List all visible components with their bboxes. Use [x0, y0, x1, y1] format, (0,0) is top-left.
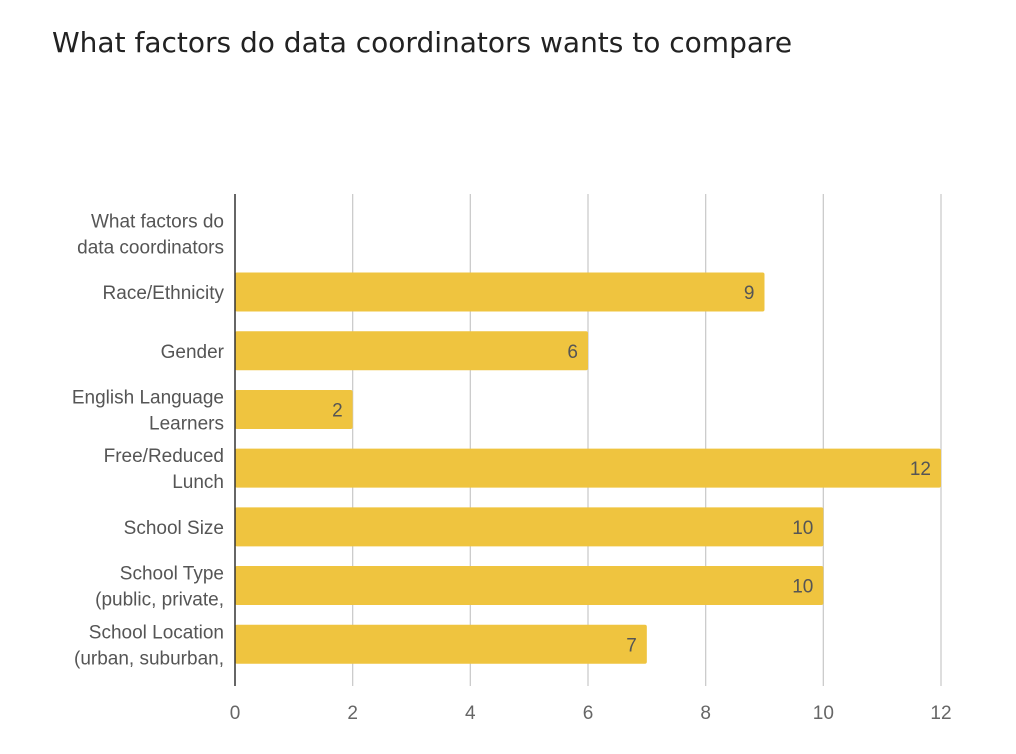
category-label: Gender: [161, 342, 225, 363]
category-label: Race/Ethnicity: [103, 283, 225, 304]
category-label: What factors do: [91, 211, 224, 232]
bars: [235, 272, 941, 664]
category-label: School Location: [89, 622, 224, 643]
category-label: (public, private,: [95, 590, 224, 611]
x-tick-label: 0: [230, 703, 241, 724]
bar: [235, 272, 765, 312]
x-tick-label: 12: [930, 703, 951, 724]
category-label: Lunch: [172, 472, 224, 493]
x-tick-label: 2: [347, 703, 358, 724]
bar: [235, 624, 647, 664]
bar: [235, 448, 941, 488]
bar: [235, 331, 588, 371]
category-label: Free/Reduced: [104, 446, 224, 467]
data-label: 12: [910, 459, 931, 480]
bar: [235, 389, 353, 429]
data-label: 10: [792, 577, 813, 598]
category-label: Learners: [149, 413, 224, 434]
x-tick-label: 4: [465, 703, 476, 724]
category-label: data coordinators: [77, 237, 224, 258]
labels: 0 2 4 6 8 10 12 What factors do data coordinator…: [72, 211, 952, 724]
data-label: 2: [332, 400, 343, 421]
data-label: 6: [567, 342, 578, 363]
category-label: (urban, suburban,: [74, 648, 224, 669]
bar: [235, 566, 824, 606]
gridlines: [352, 194, 942, 686]
x-tick-label: 8: [700, 703, 711, 724]
category-label: School Type: [120, 564, 224, 585]
data-label: 9: [744, 283, 755, 304]
category-label: School Size: [124, 518, 224, 539]
data-label: 7: [626, 635, 637, 656]
bar: [235, 507, 824, 547]
chart-title: What factors do data coordinators wants …: [52, 26, 793, 59]
x-tick-label: 10: [813, 703, 834, 724]
category-label: English Language: [72, 387, 224, 408]
data-label: 10: [792, 518, 813, 539]
x-tick-label: 6: [583, 703, 594, 724]
